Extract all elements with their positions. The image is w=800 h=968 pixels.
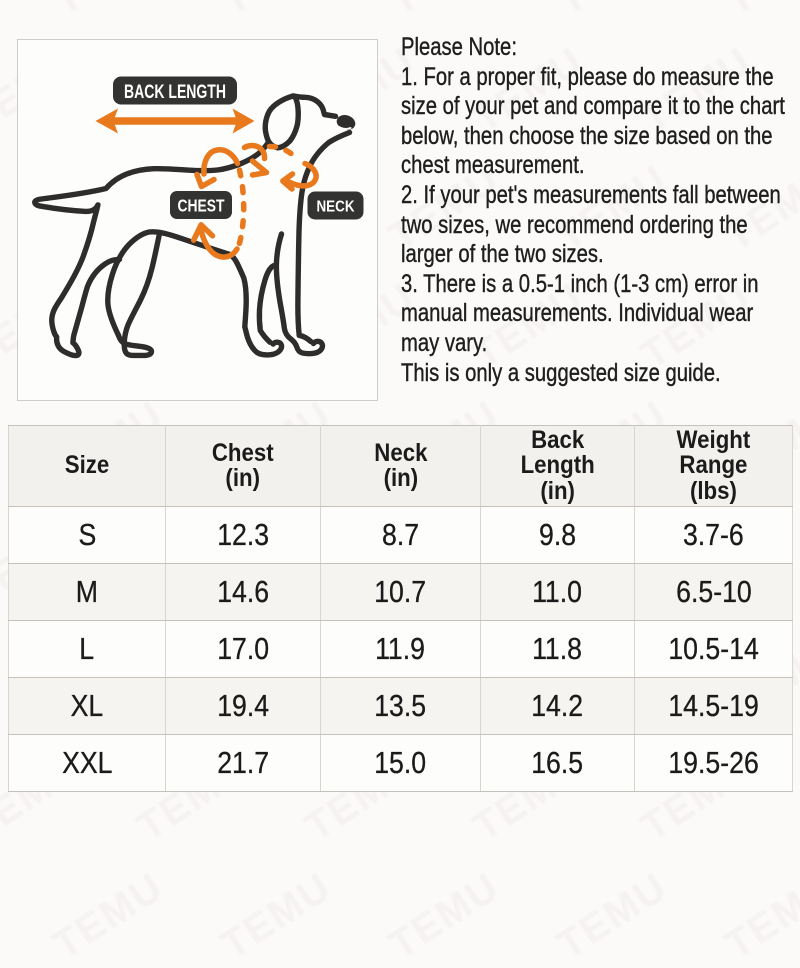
svg-text:NECK: NECK — [317, 198, 356, 215]
svg-text:BACK LENGTH: BACK LENGTH — [124, 81, 226, 103]
svg-text:CHEST: CHEST — [178, 196, 225, 216]
